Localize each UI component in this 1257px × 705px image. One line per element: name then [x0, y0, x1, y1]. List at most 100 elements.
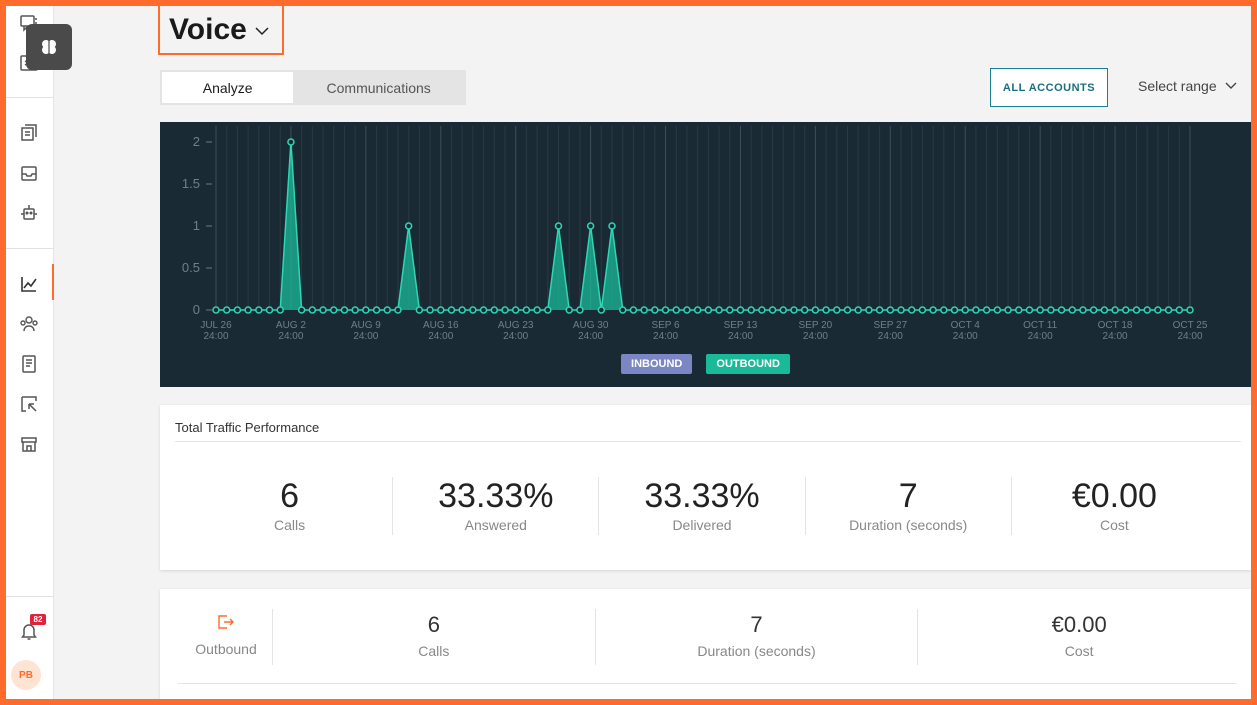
exports-icon[interactable]: [18, 393, 40, 415]
x-tick-label: 24:00: [1103, 331, 1128, 342]
kpi-label: Duration (seconds): [849, 517, 968, 533]
data-point: [779, 306, 788, 314]
data-point: [404, 222, 413, 230]
data-point: [437, 306, 445, 314]
data-point: [1111, 306, 1119, 314]
kpi-value: 33.33%: [438, 477, 554, 515]
analytics-icon[interactable]: [18, 273, 40, 295]
data-point: [287, 138, 295, 146]
data-point: [907, 306, 916, 314]
data-point: [1057, 306, 1066, 314]
data-point: [522, 306, 531, 314]
card-title: Total Traffic Performance: [175, 420, 320, 435]
chart-legend: INBOUND OUTBOUND: [160, 354, 1251, 374]
data-point: [479, 306, 488, 314]
data-point: [394, 306, 402, 314]
data-point: [1089, 306, 1098, 314]
x-tick-label: JUL 26: [200, 320, 232, 331]
tab-analyze[interactable]: Analyze: [162, 72, 294, 103]
data-point: [1079, 306, 1087, 314]
x-tick-label: AUG 23: [498, 320, 534, 331]
x-tick-label: SEP 20: [799, 320, 833, 331]
data-point: [629, 306, 638, 314]
y-tick-label: 1: [193, 218, 200, 233]
kpi-value: 7: [898, 477, 918, 515]
data-point: [329, 306, 338, 314]
documents-icon[interactable]: [18, 122, 40, 144]
data-point: [693, 306, 702, 314]
data-point: [1047, 306, 1055, 314]
data-point: [993, 306, 1002, 314]
x-tick-label: OCT 25: [1173, 320, 1208, 331]
x-tick-label: 24:00: [278, 331, 303, 342]
sidebar-divider: [6, 248, 54, 249]
kpi-row: 6 Calls 33.33% Answered 33.33% Delivered…: [187, 477, 1217, 535]
outbound-card: Outbound 6 Calls 7 Duration (seconds) €0…: [160, 589, 1251, 699]
billing-icon[interactable]: [18, 353, 40, 375]
data-point: [1175, 306, 1184, 314]
data-point: [1164, 306, 1173, 314]
data-point: [1186, 306, 1194, 314]
data-point: [661, 306, 670, 314]
x-tick-label: 24:00: [803, 331, 828, 342]
x-tick-label: 24:00: [953, 331, 978, 342]
data-point: [651, 306, 659, 314]
x-tick-label: 24:00: [1177, 331, 1202, 342]
notification-badge: 82: [30, 614, 46, 625]
sidebar-divider: [6, 596, 54, 597]
y-tick-label: 2: [193, 134, 200, 149]
total-traffic-card: Total Traffic Performance 6 Calls 33.33%…: [160, 405, 1251, 570]
x-tick-label: AUG 16: [423, 320, 459, 331]
data-point: [747, 306, 755, 314]
people-icon[interactable]: [18, 313, 40, 335]
data-point: [704, 306, 713, 314]
x-tick-label: AUG 2: [276, 320, 306, 331]
x-tick-label: OCT 18: [1098, 320, 1133, 331]
y-tick-label: 0.5: [182, 260, 200, 275]
x-tick-label: 24:00: [203, 331, 228, 342]
data-point: [415, 306, 424, 314]
x-tick-label: 24:00: [503, 331, 528, 342]
data-point: [533, 306, 541, 314]
brain-icon[interactable]: [26, 24, 72, 70]
data-point: [340, 306, 349, 314]
metric-label: Duration (seconds): [697, 643, 816, 659]
bot-icon[interactable]: [18, 202, 40, 224]
legend-outbound[interactable]: OUTBOUND: [706, 354, 790, 374]
x-tick-label: SEP 13: [724, 320, 758, 331]
data-point: [501, 306, 509, 314]
tab-communications[interactable]: Communications: [326, 79, 431, 96]
chevron-down-icon: [1225, 82, 1237, 89]
outbound-label: Outbound: [195, 641, 257, 657]
data-point: [833, 306, 841, 314]
data-point: [875, 306, 884, 314]
store-icon[interactable]: [18, 433, 40, 455]
avatar[interactable]: PB: [11, 660, 41, 690]
x-tick-label: OCT 11: [1023, 320, 1058, 331]
legend-inbound[interactable]: INBOUND: [621, 354, 693, 374]
data-point: [1036, 306, 1044, 314]
data-point: [929, 306, 937, 314]
bell-icon[interactable]: [18, 620, 40, 642]
data-point: [918, 306, 927, 314]
metric-label: Calls: [418, 643, 450, 659]
page-title-dropdown[interactable]: Voice: [158, 6, 284, 55]
kpi-label: Calls: [274, 517, 306, 533]
x-tick-label: 24:00: [1028, 331, 1053, 342]
data-point: [244, 306, 252, 314]
select-range-dropdown[interactable]: Select range: [1138, 78, 1237, 94]
kpi-label: Delivered: [672, 517, 732, 533]
x-tick-label: 24:00: [428, 331, 453, 342]
inbox-icon[interactable]: [18, 162, 40, 184]
kpi-calls: 6 Calls: [187, 477, 392, 535]
data-point: [715, 306, 723, 314]
data-point: [255, 306, 263, 314]
metric-value: 6: [427, 612, 440, 637]
x-tick-label: SEP 27: [873, 320, 907, 331]
data-point: [758, 306, 766, 314]
active-indicator: [52, 264, 54, 300]
x-tick-label: 24:00: [653, 331, 678, 342]
all-accounts-button[interactable]: ALL ACCOUNTS: [990, 68, 1108, 107]
data-point: [726, 306, 734, 314]
kpi-value: 33.33%: [644, 477, 760, 515]
